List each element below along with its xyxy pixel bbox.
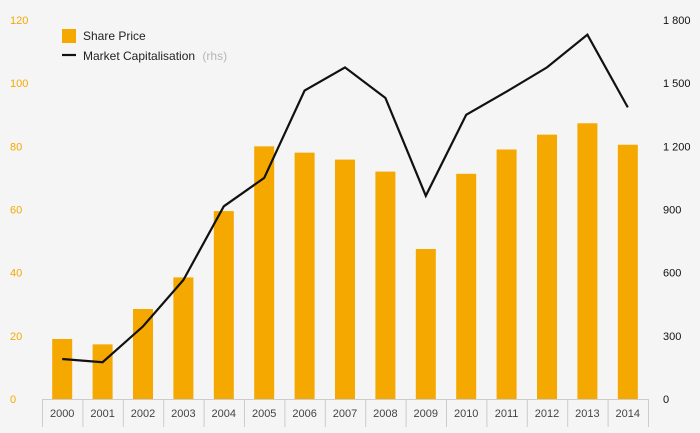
legend-label-market-cap-name: Market Capitalisation — [83, 49, 195, 63]
left-tick-label: 60 — [10, 205, 22, 217]
right-tick-label: 300 — [663, 331, 681, 343]
bar-2000 — [52, 338, 73, 399]
bar-2004 — [213, 211, 234, 399]
market-cap-line — [62, 33, 629, 364]
legend: Share Price Market Capitalisation (rhs) — [62, 29, 227, 63]
bar-2008 — [375, 171, 396, 399]
x-tick-label: 2013 — [575, 408, 599, 420]
x-tick-label: 2009 — [414, 408, 438, 420]
left-tick-label: 80 — [10, 141, 22, 153]
right-tick-label: 900 — [663, 205, 681, 217]
x-tick-label: 2002 — [131, 408, 155, 420]
x-tick-label: 2000 — [50, 408, 74, 420]
right-tick-label: 1 800 — [663, 15, 691, 27]
right-axis-ticks: 0 300 600 900 1 200 1 500 1 800 — [663, 15, 691, 406]
x-tick-label: 2006 — [292, 408, 316, 420]
left-tick-label: 20 — [10, 331, 22, 343]
bar-2012 — [537, 134, 557, 399]
bar-2010 — [456, 173, 477, 399]
right-tick-label: 600 — [663, 268, 681, 280]
left-tick-label: 0 — [10, 394, 16, 406]
x-tick-label: 2010 — [454, 408, 478, 420]
bar-2009 — [415, 248, 436, 399]
bar-2014 — [617, 144, 638, 399]
x-axis: 2000 2001 2002 2003 2004 2005 2006 2007 2008 2009… — [42, 399, 649, 427]
legend-label-rhs: (rhs) — [202, 49, 227, 63]
legend-label-share-price: Share Price — [83, 29, 146, 43]
bar-2013 — [577, 123, 598, 399]
right-tick-label: 1 500 — [663, 78, 691, 90]
x-tick-label: 2001 — [90, 408, 114, 420]
left-tick-label: 40 — [10, 268, 22, 280]
right-tick-label: 1 200 — [663, 141, 691, 153]
x-tick-label: 2012 — [535, 408, 559, 420]
x-tick-label: 2008 — [373, 408, 397, 420]
left-tick-label: 120 — [10, 15, 28, 27]
x-tick-label: 2007 — [333, 408, 357, 420]
bar-2006 — [294, 152, 315, 399]
legend-swatch-share-price — [62, 29, 76, 43]
right-tick-label: 0 — [663, 394, 669, 406]
bar-2007 — [335, 159, 355, 399]
left-axis-ticks: 0 20 40 60 80 100 120 — [10, 15, 28, 406]
share-price-bars — [52, 123, 638, 399]
left-tick-label: 100 — [10, 78, 28, 90]
x-tick-label: 2003 — [171, 408, 195, 420]
x-tick-label: 2004 — [212, 408, 236, 420]
bar-2003 — [173, 277, 194, 399]
bar-2001 — [92, 344, 113, 399]
x-tick-label: 2005 — [252, 408, 276, 420]
bar-2011 — [496, 149, 517, 399]
bar-2005 — [254, 146, 275, 399]
bar-2002 — [133, 308, 153, 399]
x-tick-label: 2011 — [495, 408, 519, 420]
x-tick-label: 2014 — [616, 408, 640, 420]
legend-label-market-cap: Market Capitalisation (rhs) — [83, 49, 227, 63]
